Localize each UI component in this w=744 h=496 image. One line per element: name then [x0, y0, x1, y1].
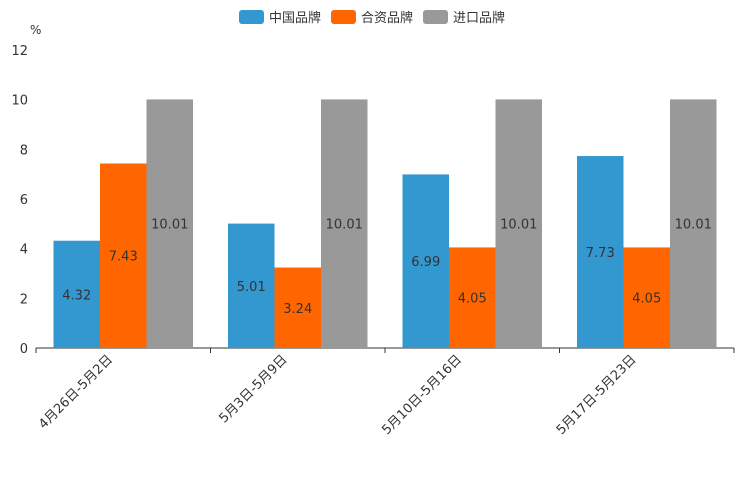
bar-imported-2: [495, 99, 542, 348]
y-tick-label: 2: [20, 292, 28, 307]
bar-china-1: [228, 223, 275, 348]
bar-joint-venture-0: [100, 163, 147, 348]
bar-data-label: 5.01: [237, 280, 266, 295]
bar-data-label: 6.99: [411, 255, 440, 270]
x-tick-label: 5月3日-5月9日: [216, 352, 290, 426]
y-tick-label: 10: [11, 94, 28, 109]
legend-label-joint-venture-brand: 合资品牌: [360, 11, 413, 26]
bar-data-label: 4.05: [632, 292, 661, 307]
legend-label-china-brand: 中国品牌: [268, 11, 321, 26]
y-tick-label: 0: [20, 342, 28, 357]
bar-data-label: 10.01: [326, 218, 363, 233]
legend-item-china-brand[interactable]: 中国品牌: [238, 7, 321, 26]
y-axis-unit-label: %: [30, 23, 41, 37]
x-tick-label: 4月26日-5月2日: [36, 352, 116, 432]
bar-china-2: [402, 174, 449, 348]
bar-joint-venture-1: [274, 267, 321, 348]
bar-china-3: [577, 156, 624, 348]
bar-data-label: 3.24: [283, 302, 312, 317]
y-tick-label: 12: [11, 44, 28, 59]
legend-label-imported-brand: 进口品牌: [453, 11, 506, 26]
bar-data-label: 10.01: [500, 218, 537, 233]
legend-item-imported-brand[interactable]: 进口品牌: [423, 7, 505, 26]
bar-imported-3: [670, 99, 717, 348]
legend-swatch-china-brand: [238, 9, 264, 24]
y-tick-label: 8: [20, 143, 28, 158]
bar-imported-0: [146, 99, 193, 348]
bar-data-label: 10.01: [675, 218, 712, 233]
bar-joint-venture-2: [449, 247, 496, 348]
bar-china-0: [53, 240, 100, 348]
bar-data-label: 4.32: [62, 288, 91, 303]
legend-item-joint-venture-brand[interactable]: 合资品牌: [330, 7, 413, 26]
y-tick-label: 4: [20, 243, 28, 258]
legend: 中国品牌 合资品牌 进口品牌: [0, 7, 744, 26]
y-tick-label: 6: [20, 193, 28, 208]
bar-imported-1: [321, 99, 368, 348]
x-tick-label: 5月10日-5月16日: [379, 352, 465, 438]
legend-swatch-joint-venture-brand: [330, 9, 356, 24]
legend-swatch-imported-brand: [423, 9, 448, 24]
x-tick-label: 5月17日-5月23日: [554, 352, 640, 438]
bar-joint-venture-3: [623, 247, 670, 348]
bar-data-label: 7.43: [109, 250, 138, 265]
bar-data-label: 7.73: [586, 246, 615, 261]
bar-data-label: 10.01: [151, 218, 188, 233]
bar-data-label: 4.05: [458, 292, 487, 307]
